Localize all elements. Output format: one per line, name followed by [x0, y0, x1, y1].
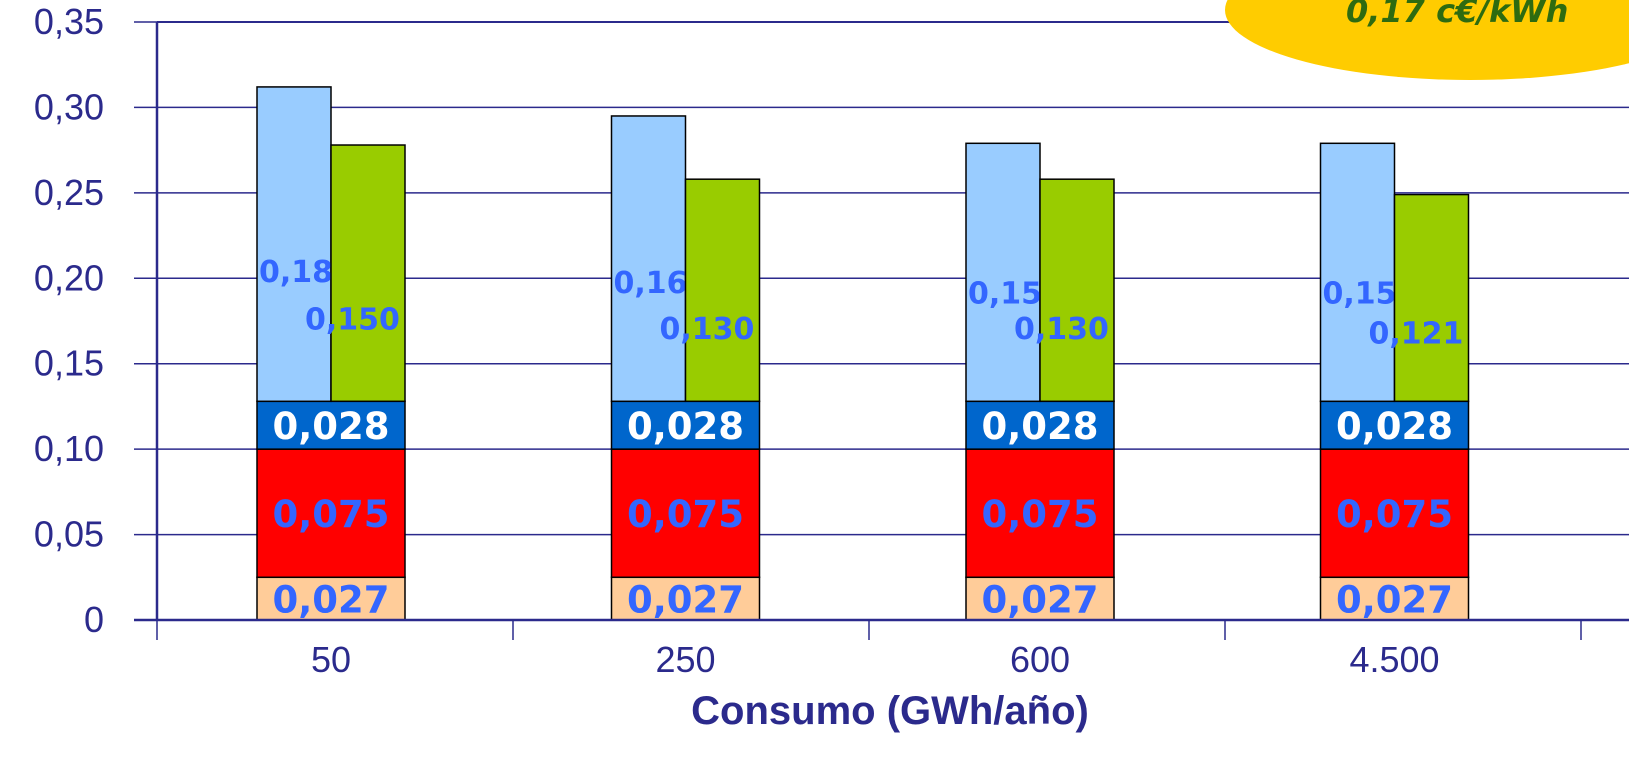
data-label: 0,028 — [981, 405, 1098, 448]
data-label: 0,027 — [1336, 579, 1453, 622]
y-tick-label: 0,30 — [34, 86, 104, 127]
price-callout: 0,17 c€/kWh — [1225, 0, 1629, 80]
y-tick-label: 0,10 — [34, 428, 104, 469]
x-tick-label: 600 — [1010, 639, 1070, 680]
y-tick-label: 0,20 — [34, 257, 104, 298]
upper-bar-right — [684, 178, 761, 403]
stack-segment — [1319, 400, 1470, 450]
stack-segment — [1319, 448, 1470, 579]
x-tick-label: 4.500 — [1349, 639, 1439, 680]
stack-segment — [256, 448, 406, 579]
x-axis-tick-labels: 50 250 600 4.500 — [311, 639, 1440, 680]
y-tick-label: 0,15 — [34, 343, 104, 384]
stack-segment — [610, 400, 761, 450]
x-axis-label: Consumo (GWh/año) — [691, 689, 1089, 733]
stack-segment — [610, 448, 761, 579]
stack-segment — [610, 576, 761, 621]
y-tick-label: 0,25 — [34, 172, 104, 213]
x-tick-label: 250 — [655, 639, 715, 680]
bars: 0,0270,0750,0280,1840,1500,0270,0750,028… — [256, 86, 1470, 622]
stack-segment — [256, 400, 406, 450]
y-axis-tick-labels: 0 0,05 0,10 0,15 0,20 0,25 0,30 0,35 — [34, 1, 104, 640]
y-tick-label: 0,35 — [34, 1, 104, 42]
x-tick-label: 50 — [311, 639, 351, 680]
stack-segment — [965, 400, 1115, 450]
data-label: 0,075 — [1336, 493, 1453, 536]
data-label: 0,028 — [627, 405, 744, 448]
y-tick-label: 0,05 — [34, 514, 104, 555]
data-label: 0,075 — [272, 493, 389, 536]
data-label: 0,130 — [660, 312, 755, 347]
data-label: 0,121 — [1369, 316, 1464, 351]
upper-bar-right — [1039, 178, 1115, 403]
data-label: 0,028 — [1336, 405, 1453, 448]
upper-bar-right — [1393, 193, 1470, 403]
callout-bubble — [1225, 0, 1629, 80]
data-label: 0,150 — [305, 303, 400, 338]
data-label: 0,028 — [272, 405, 389, 448]
stack-segment — [965, 576, 1115, 621]
data-label: 0,130 — [1014, 312, 1109, 347]
upper-bar-right — [330, 144, 406, 403]
stack-segment — [1319, 576, 1470, 621]
upper-bar-left — [965, 142, 1041, 403]
y-tick-label: 0 — [84, 599, 104, 640]
data-label: 0,027 — [627, 579, 744, 622]
data-label: 0,075 — [981, 493, 1098, 536]
data-label: 0,027 — [981, 579, 1098, 622]
callout-text: 0,17 c€/kWh — [1346, 0, 1568, 30]
upper-bar-left — [610, 115, 687, 403]
upper-bar-left — [1319, 142, 1396, 403]
data-label: 0,075 — [627, 493, 744, 536]
stack-segment — [965, 448, 1115, 579]
data-label: 0,027 — [272, 579, 389, 622]
upper-bar-left — [256, 86, 332, 403]
